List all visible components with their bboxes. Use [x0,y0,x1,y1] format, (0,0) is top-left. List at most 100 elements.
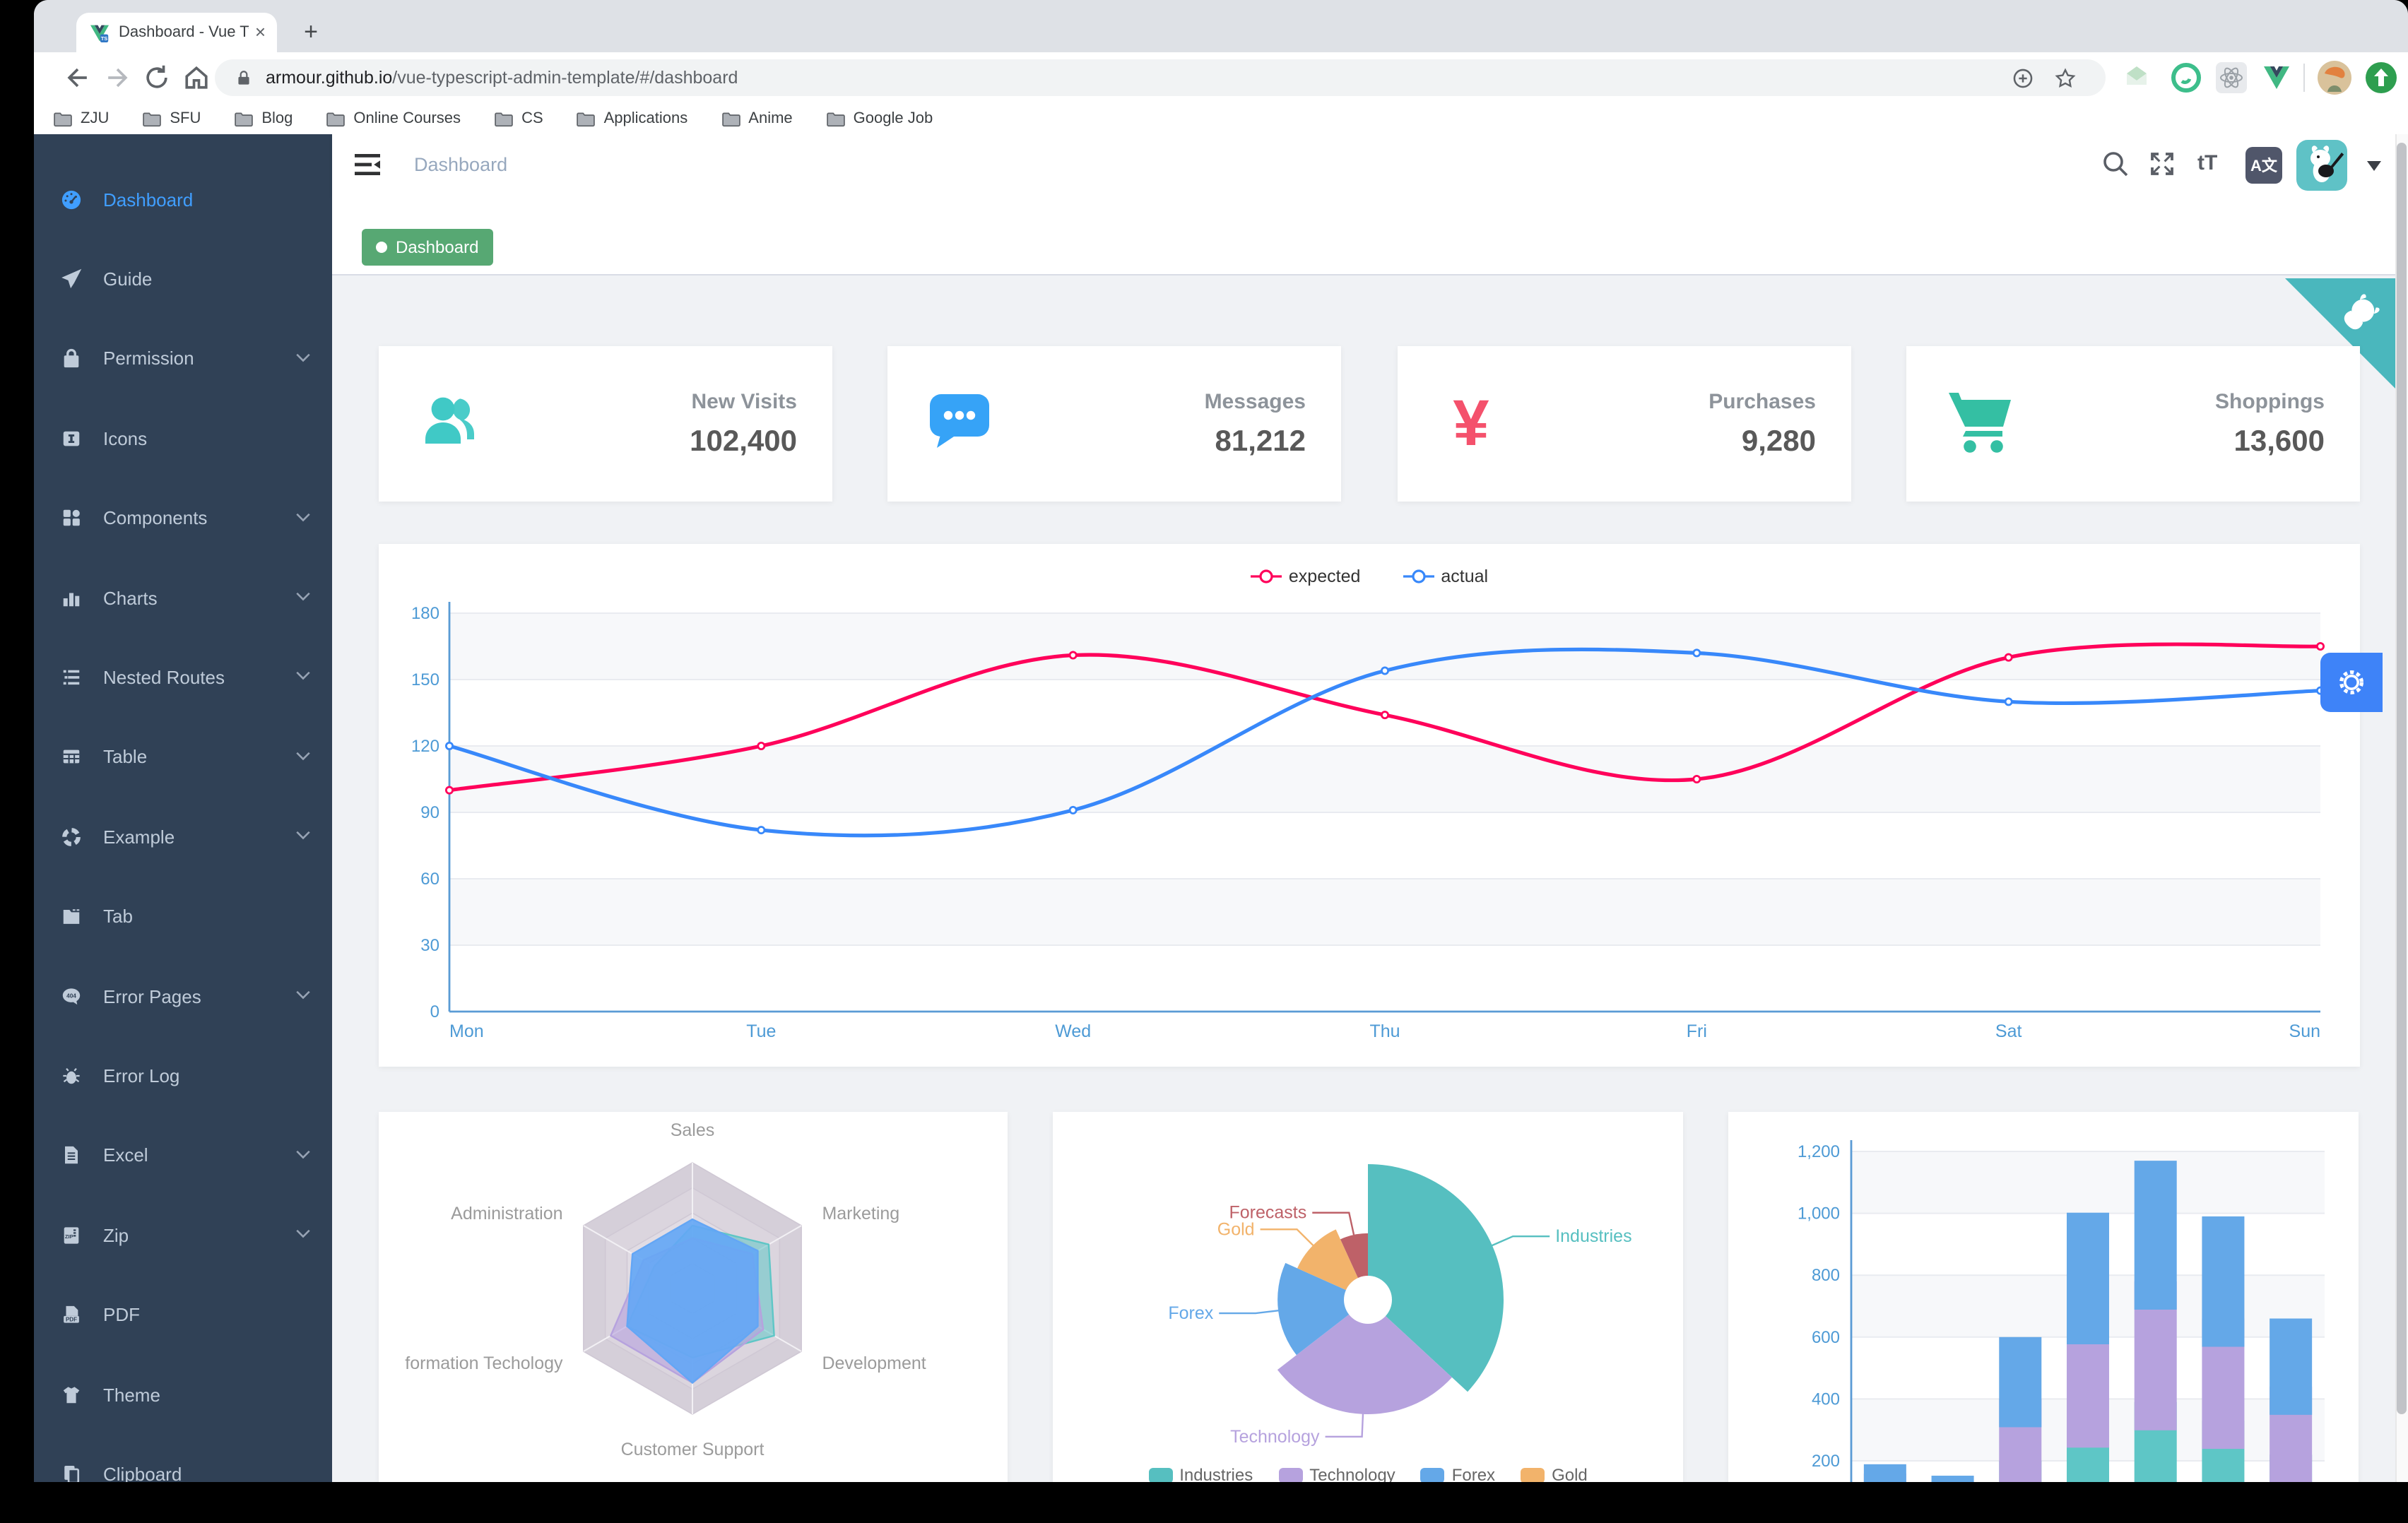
pdf-icon: PDF [61,1304,82,1325]
bookmark-online-courses[interactable]: Online Courses [326,110,461,127]
address-bar[interactable]: armour.github.io/vue-typescript-admin-te… [215,59,2106,96]
bookmark-star-icon[interactable] [2053,66,2077,90]
sidebar-item-dashboard[interactable]: Dashboard [34,164,332,235]
sidebar-item-clipboard[interactable]: Clipboard [34,1439,332,1482]
sidebar-item-label: Table [103,746,148,768]
stat-card-new-visits[interactable]: New Visits 102,400 [379,346,832,502]
extension-vue-icon[interactable] [2261,62,2292,93]
svg-text:Administration: Administration [451,1204,562,1223]
svg-text:Forex: Forex [1168,1303,1213,1323]
url-path: /vue-typescript-admin-template/#/dashboa… [392,68,738,88]
bookmark-blog[interactable]: Blog [235,110,293,127]
sidebar-item-guide[interactable]: Guide [34,244,332,314]
pie-legend-forex[interactable]: Forex [1420,1465,1495,1482]
sidebar-item-theme[interactable]: Theme [34,1359,332,1430]
tab-strip: TS Dashboard - Vue Typescript Ad × + [34,0,2408,52]
bookmark-zju[interactable]: ZJU [54,110,109,127]
tab-title: Dashboard - Vue Typescript Ad [119,24,249,41]
stat-card-purchases[interactable]: ¥ Purchases 9,280 [1398,346,1851,502]
bar-chart[interactable]: 200 400 600 800 1,000 1,200 [1728,1112,2359,1482]
pie-legend-gold[interactable]: Gold [1521,1465,1588,1482]
pie-legend-industries[interactable]: Industries [1148,1465,1253,1482]
browser-toolbar: armour.github.io/vue-typescript-admin-te… [34,52,2408,147]
forward-icon[interactable] [102,62,133,93]
charts-icon [61,587,82,608]
header-search-icon[interactable] [2101,150,2130,178]
scrollbar-track[interactable] [2395,134,2408,1482]
sidebar-item-label: Components [103,507,208,529]
home-icon[interactable] [181,62,212,93]
tag-dashboard[interactable]: Dashboard [362,229,493,266]
line-chart[interactable]: 0 30 60 90 120 150 180 Mon Tue Wed Thu Fri Sat Sun [379,544,2360,1067]
sidebar-item-label: Excel [103,1144,148,1166]
stat-label: New Visits [691,390,797,414]
sidebar-item-tab[interactable]: Tab [34,881,332,952]
extension-green-circle-icon[interactable] [2171,62,2202,93]
sidebar-item-excel[interactable]: Excel [34,1120,332,1191]
excel-icon [61,1145,82,1166]
svg-text:Mon: Mon [449,1021,484,1041]
reload-icon[interactable] [141,62,172,93]
legend-item-expected[interactable]: expected [1250,567,1360,586]
legend-item-actual[interactable]: actual [1403,567,1488,586]
browser-tab[interactable]: TS Dashboard - Vue Typescript Ad × [76,13,277,52]
sidebar-item-pdf[interactable]: PDF PDF [34,1279,332,1350]
user-avatar[interactable] [2296,140,2347,191]
svg-text:Technology: Technology [1230,1427,1320,1447]
stat-card-shoppings[interactable]: Shoppings 13,600 [1906,346,2360,502]
sidebar-item-zip[interactable]: ZIP Zip [34,1199,332,1270]
chrome-update-icon[interactable] [2366,62,2397,93]
sidebar-item-icons[interactable]: Icons [34,403,332,473]
profile-avatar[interactable] [2318,61,2351,95]
scrollbar-thumb[interactable] [2397,143,2407,1414]
sidebar-item-charts[interactable]: Charts [34,562,332,633]
line-chart-card: expected actual 0 30 60 90 120 150 180 Mon Tue Wed… [379,544,2360,1067]
svg-text:Wed: Wed [1055,1021,1091,1041]
back-icon[interactable] [62,62,93,93]
svg-text:600: 600 [1812,1328,1840,1347]
chevron-down-icon [295,990,311,1000]
svg-text:30: 30 [420,936,439,955]
sidebar-item-permission[interactable]: Permission [34,324,332,394]
svg-text:Tue: Tue [746,1021,776,1041]
bookmark-anime[interactable]: Anime [721,110,793,127]
svg-text:150: 150 [411,670,439,689]
sidebar-item-example[interactable]: Example [34,801,332,872]
sidebar-item-error-log[interactable]: Error Log [34,1041,332,1111]
example-icon [61,826,82,847]
svg-text:1,000: 1,000 [1798,1204,1840,1223]
sidebar: Dashboard Guide Permission Icons Components C… [34,134,332,1482]
hamburger-icon[interactable] [353,153,382,178]
bookmark-google-job[interactable]: Google Job [826,110,933,127]
avatar-caret-icon[interactable] [2367,161,2381,171]
sidebar-item-nested-routes[interactable]: Nested Routes [34,642,332,713]
extension-mail-icon[interactable] [2123,64,2151,92]
sidebar-item-components[interactable]: Components [34,482,332,553]
fullscreen-icon[interactable] [2148,150,2176,178]
bar-chart-card: 200 400 600 800 1,000 1,200 [1728,1112,2359,1482]
clipboard-icon [61,1464,82,1482]
bookmark-applications[interactable]: Applications [577,110,687,127]
stat-card-messages[interactable]: Messages 81,212 [887,346,1341,502]
extension-react-icon[interactable] [2216,62,2247,93]
radar-chart[interactable]: Sales Administration formation Techology Cu… [379,1112,1008,1482]
new-tab-button[interactable]: + [304,18,318,45]
sidebar-item-table[interactable]: Table [34,722,332,793]
sidebar-item-label: Nested Routes [103,666,225,688]
chevron-down-icon [295,592,311,602]
bookmark-cs[interactable]: CS [495,110,543,127]
bookmark-sfu[interactable]: SFU [143,110,201,127]
svg-text:800: 800 [1812,1266,1840,1285]
zoom-page-icon[interactable] [2011,66,2035,90]
svg-text:ZIP: ZIP [65,1233,73,1239]
pie-legend-technology[interactable]: Technology [1278,1465,1395,1482]
tab-close-icon[interactable]: × [254,21,266,42]
github-corner-ribbon[interactable] [2282,278,2395,391]
text-size-icon[interactable]: tT [2197,151,2218,175]
settings-gear-button[interactable] [2320,653,2383,712]
translate-icon[interactable]: A文 [2245,147,2282,184]
chevron-down-icon [295,353,311,363]
sidebar-item-error-pages[interactable]: 404 Error Pages [34,961,332,1031]
